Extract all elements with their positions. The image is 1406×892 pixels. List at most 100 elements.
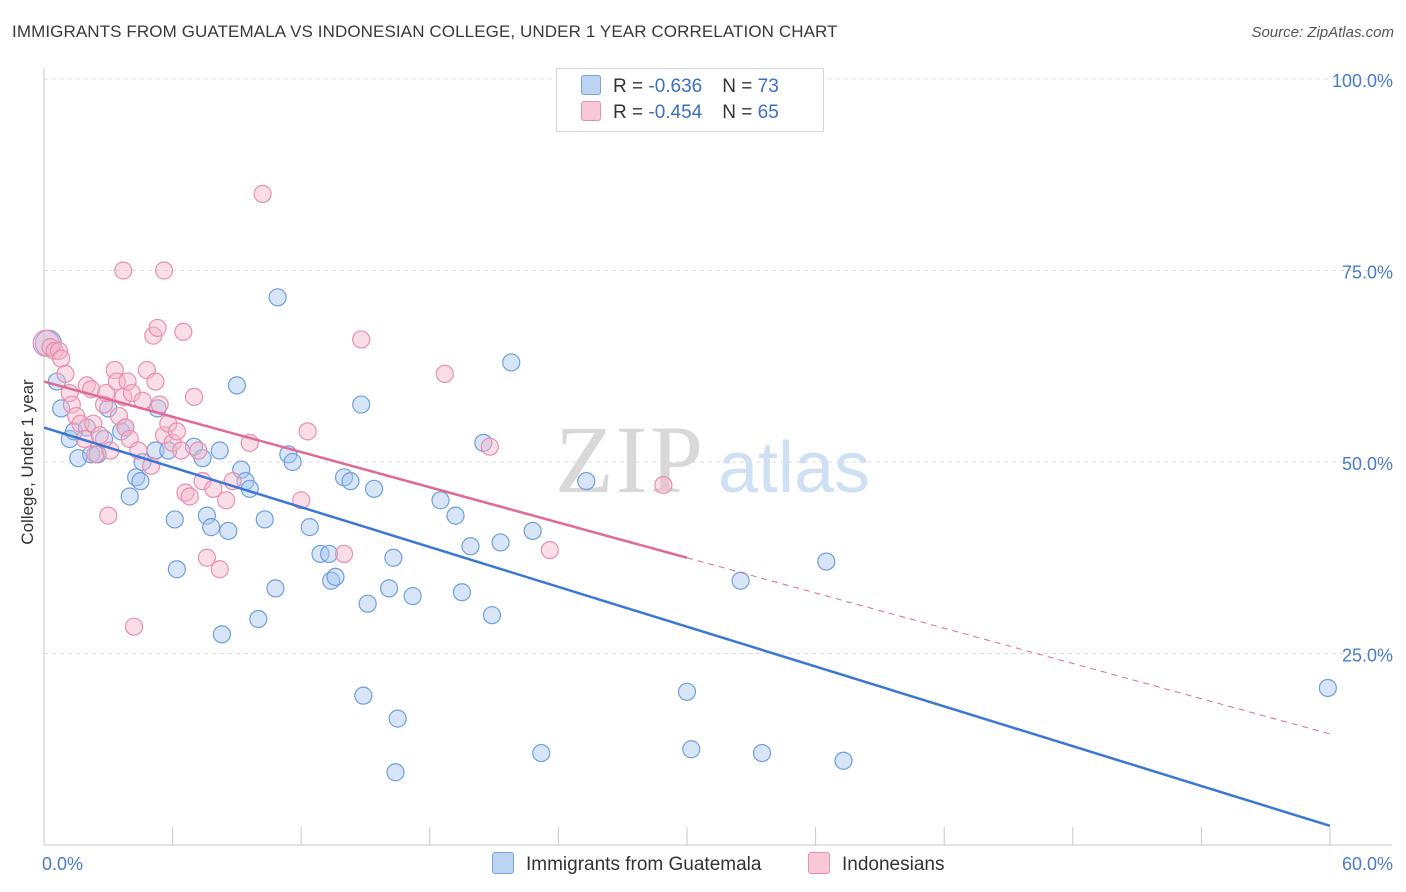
legend-r-value: -0.636 — [648, 76, 703, 97]
bottom-legend-guatemala: Immigrants from Guatemala — [492, 852, 761, 876]
indonesian-point — [352, 330, 371, 349]
chart-title: IMMIGRANTS FROM GUATEMALA VS INDONESIAN … — [12, 22, 838, 41]
y-tick-label: 50.0% — [1342, 454, 1393, 474]
indonesian-point — [118, 372, 137, 391]
guatemala-point — [326, 567, 345, 587]
guatemala-point — [212, 625, 231, 644]
guatemala-point — [1318, 678, 1337, 698]
guatemala-point — [82, 445, 101, 464]
guatemala-point — [300, 518, 319, 537]
indonesian-point — [56, 364, 75, 384]
indonesian-trend-extension — [686, 557, 1331, 735]
guatemala-point — [384, 548, 403, 567]
guatemala-point — [677, 682, 697, 701]
bottom-legend-swatch-blue — [492, 852, 514, 874]
y-axis-title: College, Under 1 year — [18, 379, 37, 545]
data-points — [32, 184, 1337, 782]
indonesian-point — [99, 506, 118, 525]
guatemala-point — [523, 521, 542, 541]
grid-lines — [44, 78, 1392, 654]
guatemala-point — [502, 353, 521, 372]
indonesian-point — [480, 437, 499, 456]
indonesian-point — [217, 491, 236, 510]
legend-r-label: R = — [613, 76, 649, 97]
guatemala-point — [817, 552, 836, 571]
guatemala-point — [131, 472, 150, 491]
x-tick-label: 60.0% — [1342, 854, 1393, 874]
guatemala-point — [577, 472, 596, 491]
indonesian-point — [197, 548, 216, 567]
indonesian-point — [116, 418, 135, 437]
guatemala-point — [266, 579, 285, 598]
indonesian-point — [90, 426, 109, 445]
guatemala-point — [283, 452, 302, 472]
indonesian-point — [114, 261, 133, 280]
watermark-zip: ZIP — [555, 406, 705, 513]
guatemala-point — [319, 544, 339, 564]
trend-lines — [43, 380, 1331, 828]
indonesian-point — [105, 360, 124, 380]
guatemala-point — [249, 609, 268, 629]
guatemala-point — [268, 288, 287, 307]
bottom-legend-label: Immigrants from Guatemala — [526, 854, 762, 875]
guatemala-point — [388, 709, 407, 728]
indonesian-point — [172, 441, 191, 460]
indonesian-point — [107, 372, 126, 391]
guatemala-point — [403, 586, 422, 606]
axis-labels: 25.0% 50.0% 75.0% 100.0% 0.0% 60.0% College, U… — [18, 71, 1393, 874]
source-label: Source: ZipAtlas.com — [1251, 24, 1394, 41]
indonesian-point — [253, 184, 272, 203]
y-tick-label: 25.0% — [1342, 646, 1393, 666]
guatemala-point — [341, 472, 360, 491]
indonesian-point — [109, 406, 129, 426]
legend-n-value: 65 — [757, 102, 779, 123]
indonesian-point — [84, 414, 103, 433]
guatemala-point — [165, 510, 184, 529]
indonesian-point — [189, 441, 208, 460]
guatemala-point — [431, 491, 450, 510]
guatemala-point — [202, 518, 221, 537]
guatemala-point — [219, 521, 238, 541]
indonesian-point — [52, 349, 71, 368]
indonesian-point — [86, 445, 105, 464]
guatemala-point — [354, 686, 373, 705]
legend-swatch-pink — [581, 101, 601, 121]
guatemala-point — [227, 376, 246, 395]
legend-r-value: -0.454 — [648, 102, 703, 123]
indonesian-point — [148, 318, 167, 338]
legend-swatch-blue — [581, 75, 601, 95]
correlation-legend: R = -0.636 N = 73 R = -0.454 N = 65 — [556, 68, 824, 132]
indonesian-point — [174, 322, 193, 341]
guatemala-point — [682, 740, 701, 759]
guatemala-point — [255, 510, 274, 529]
y-tick-label: 75.0% — [1342, 263, 1393, 283]
guatemala-point — [52, 399, 71, 418]
axes — [43, 68, 1392, 846]
x-tick-label: 0.0% — [42, 854, 83, 874]
guatemala-point — [167, 560, 186, 579]
guatemala-point — [352, 395, 371, 414]
watermark-atlas: atlas — [718, 428, 870, 508]
legend-r-label: R = — [613, 102, 649, 123]
guatemala-point — [461, 537, 480, 556]
indonesian-point — [154, 261, 174, 280]
guatemala-point — [482, 606, 502, 625]
guatemala-point — [358, 594, 377, 613]
legend-row-guatemala: R = -0.636 N = 73 — [581, 75, 779, 101]
indonesian-point — [167, 422, 186, 441]
guatemala-point — [364, 479, 384, 498]
indonesian-point — [184, 387, 204, 406]
indonesian-point — [62, 395, 81, 414]
indonesian-point — [124, 617, 144, 636]
indonesian-point — [146, 372, 165, 391]
guatemala-point — [197, 506, 216, 525]
bottom-legend-indonesians: Indonesians — [808, 852, 944, 876]
legend-n-value: 73 — [757, 76, 779, 97]
guatemala-point — [446, 506, 465, 525]
guatemala-point — [452, 583, 472, 602]
indonesian-point — [180, 487, 199, 506]
guatemala-point — [210, 441, 229, 460]
indonesian-point — [654, 475, 673, 495]
guatemala-point — [386, 763, 405, 782]
indonesian-point — [435, 364, 454, 384]
